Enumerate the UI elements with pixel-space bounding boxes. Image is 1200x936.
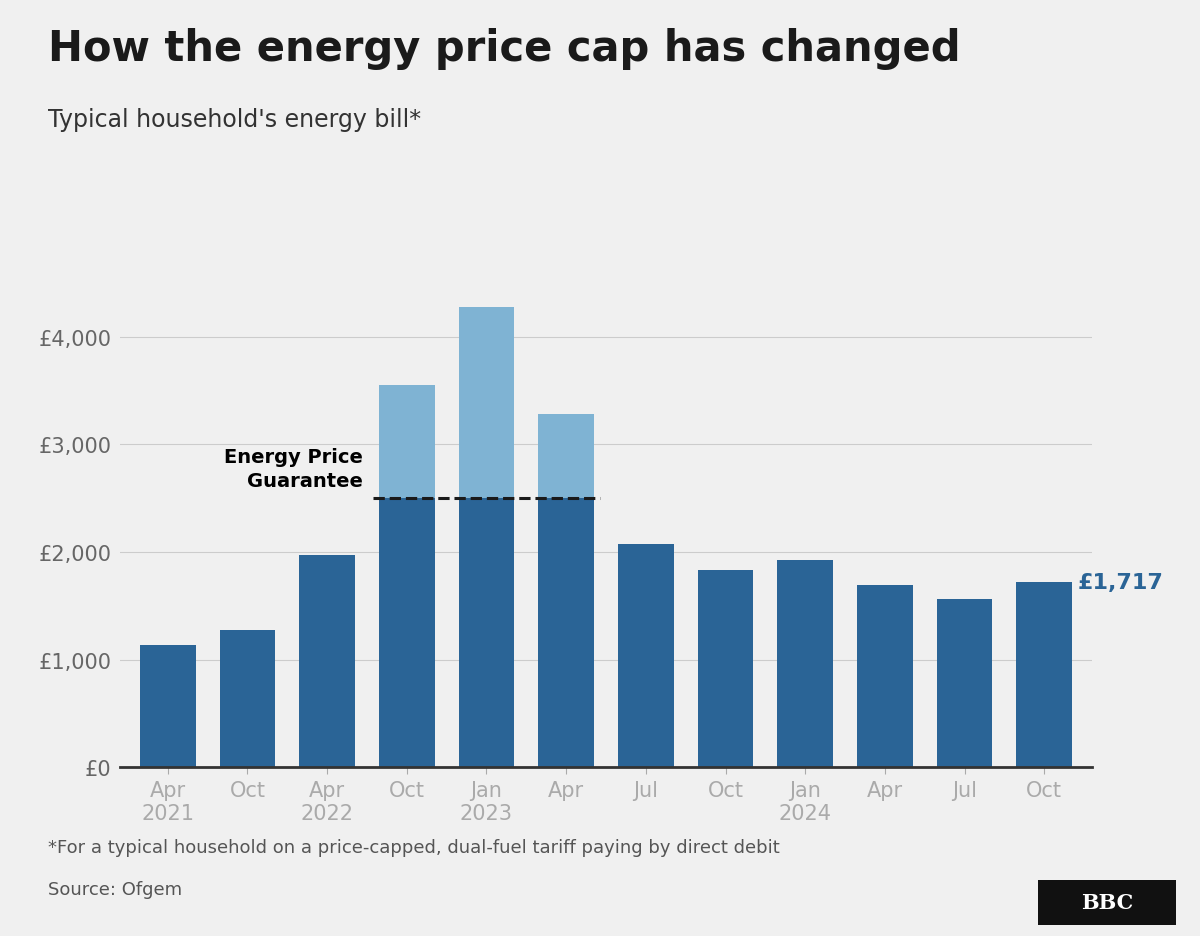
Text: Typical household's energy bill*: Typical household's energy bill* (48, 108, 421, 132)
Bar (697, 570, 754, 768)
Text: How the energy price cap has changed: How the energy price cap has changed (48, 28, 961, 70)
Text: BBC: BBC (1081, 892, 1133, 913)
Bar (778, 560, 833, 768)
Bar (539, 415, 594, 499)
Bar (220, 630, 275, 768)
Bar (1016, 583, 1072, 768)
Text: *For a typical household on a price-capped, dual-fuel tariff paying by direct de: *For a typical household on a price-capp… (48, 838, 780, 856)
Bar (299, 556, 355, 768)
Bar (857, 586, 913, 768)
Bar (539, 499, 594, 768)
Bar (379, 499, 434, 768)
Text: Energy Price
Guarantee: Energy Price Guarantee (224, 447, 364, 490)
Text: £1,717: £1,717 (1078, 573, 1164, 592)
Text: Source: Ofgem: Source: Ofgem (48, 880, 182, 898)
Bar (458, 307, 515, 499)
Bar (140, 645, 196, 768)
Bar (379, 386, 434, 499)
Bar (618, 545, 673, 768)
Bar (458, 499, 515, 768)
Bar (937, 599, 992, 768)
